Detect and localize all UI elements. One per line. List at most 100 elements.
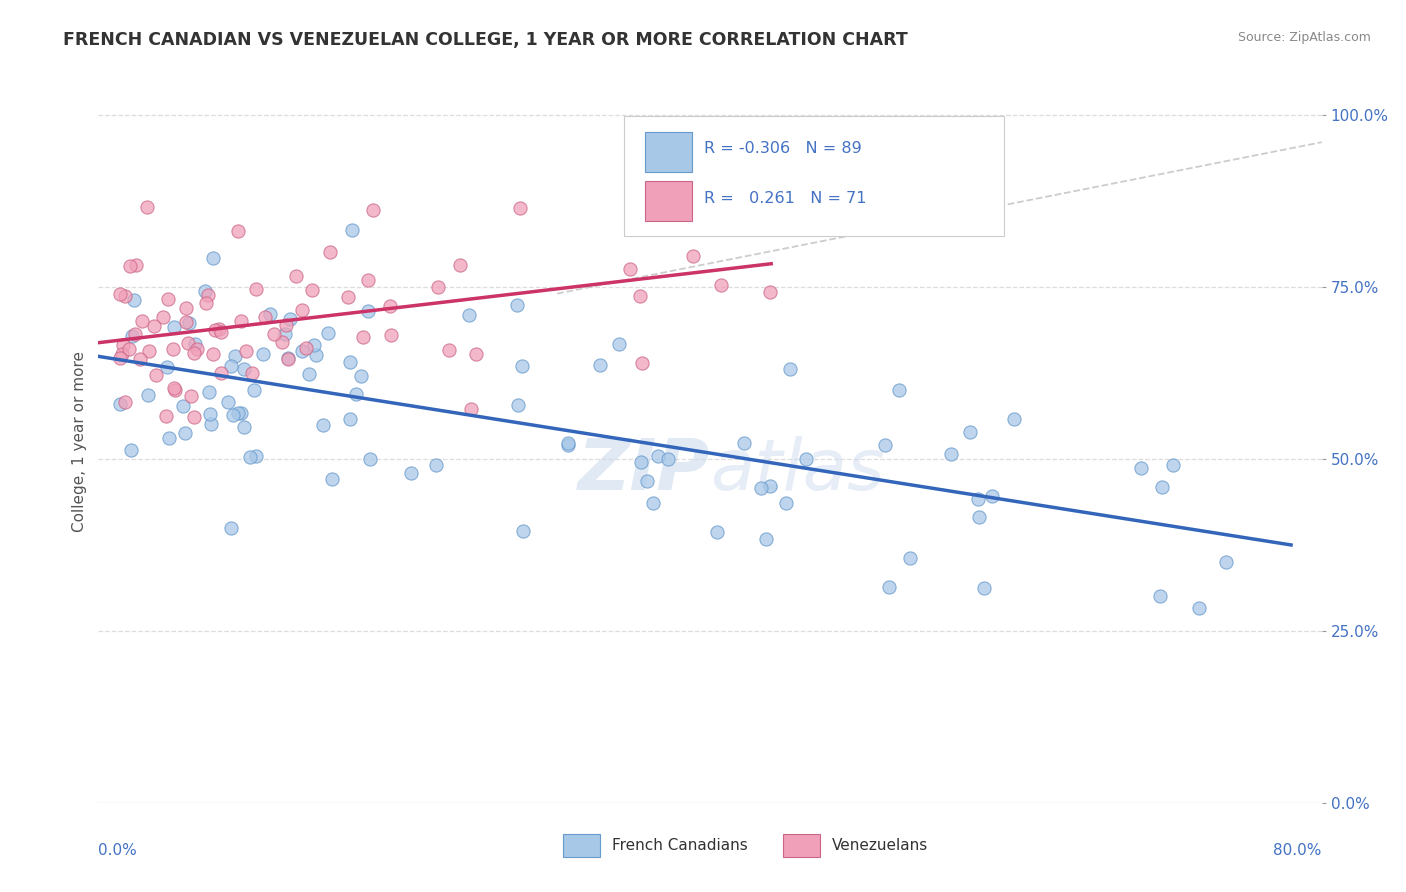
Y-axis label: College, 1 year or more: College, 1 year or more — [72, 351, 87, 532]
Point — [129, 352, 152, 367]
Point — [449, 259, 471, 273]
Text: 0.0%: 0.0% — [98, 843, 138, 857]
Point — [208, 322, 231, 336]
Point — [759, 285, 782, 299]
Point — [706, 524, 728, 539]
Point — [274, 318, 297, 333]
Point — [136, 388, 159, 402]
Point — [239, 450, 262, 465]
Point — [124, 327, 146, 342]
Point — [217, 395, 239, 409]
Point — [295, 341, 318, 355]
Point — [1002, 412, 1025, 426]
Point — [966, 492, 988, 507]
Point — [628, 289, 651, 303]
Point — [321, 472, 343, 486]
Point — [263, 327, 285, 342]
Point — [1149, 589, 1171, 603]
Point — [152, 310, 174, 324]
Point — [183, 410, 205, 425]
Point — [1161, 458, 1184, 472]
Point — [235, 343, 257, 358]
Point — [252, 347, 274, 361]
Point — [108, 287, 131, 301]
Point — [298, 367, 321, 381]
Point — [339, 412, 361, 426]
Point — [647, 449, 669, 463]
Point — [278, 312, 301, 326]
Point — [163, 381, 186, 395]
Point — [305, 348, 328, 362]
Point — [879, 580, 901, 594]
Point — [357, 273, 380, 287]
Point — [657, 452, 679, 467]
Point — [794, 452, 817, 467]
Point — [186, 342, 208, 356]
Point — [755, 532, 778, 546]
Point — [733, 435, 755, 450]
Text: ZIP: ZIP — [578, 436, 710, 505]
Point — [607, 336, 630, 351]
Point — [631, 355, 654, 369]
Point — [118, 342, 141, 356]
Point — [233, 420, 256, 434]
Point — [973, 581, 995, 595]
Point — [1130, 460, 1153, 475]
Point — [145, 368, 167, 382]
Point — [194, 285, 217, 299]
Point — [177, 317, 200, 331]
Point — [510, 359, 533, 374]
Point — [439, 343, 461, 357]
Point — [285, 269, 308, 284]
Point — [173, 399, 195, 413]
Point — [183, 346, 205, 360]
Point — [967, 510, 990, 524]
Point — [506, 298, 529, 312]
Point — [1152, 480, 1174, 494]
Point — [460, 401, 482, 416]
Point — [749, 481, 772, 495]
Point — [114, 395, 136, 409]
Point — [652, 211, 675, 225]
Point — [277, 352, 299, 367]
Point — [425, 458, 447, 472]
FancyBboxPatch shape — [645, 132, 692, 172]
Point — [291, 344, 314, 359]
Point — [209, 367, 232, 381]
Point — [939, 447, 962, 461]
Point — [222, 408, 245, 422]
Point — [506, 398, 529, 412]
Point — [273, 326, 295, 341]
Point — [340, 223, 363, 237]
Point — [512, 524, 534, 538]
Point — [108, 351, 131, 366]
Point — [120, 442, 142, 457]
Point — [959, 425, 981, 439]
Point — [198, 407, 221, 421]
Point — [399, 466, 422, 480]
Point — [121, 329, 143, 343]
Point — [458, 308, 481, 322]
Point — [157, 292, 180, 306]
Point — [636, 474, 658, 488]
Point — [198, 385, 221, 400]
Point — [204, 323, 226, 337]
Point — [195, 296, 218, 310]
Point — [682, 249, 704, 263]
Point — [759, 479, 782, 493]
Text: R = -0.306   N = 89: R = -0.306 N = 89 — [704, 142, 862, 156]
Point — [898, 551, 921, 566]
Point — [224, 349, 246, 363]
Point — [336, 290, 359, 304]
Point — [775, 496, 797, 510]
Point — [201, 347, 224, 361]
Point — [142, 319, 165, 334]
Point — [245, 449, 267, 463]
Text: 80.0%: 80.0% — [1274, 843, 1322, 857]
Point — [114, 289, 136, 303]
Point — [162, 320, 184, 334]
Point — [318, 326, 340, 340]
Point — [125, 258, 148, 272]
Point — [131, 314, 153, 328]
Point — [509, 201, 531, 215]
